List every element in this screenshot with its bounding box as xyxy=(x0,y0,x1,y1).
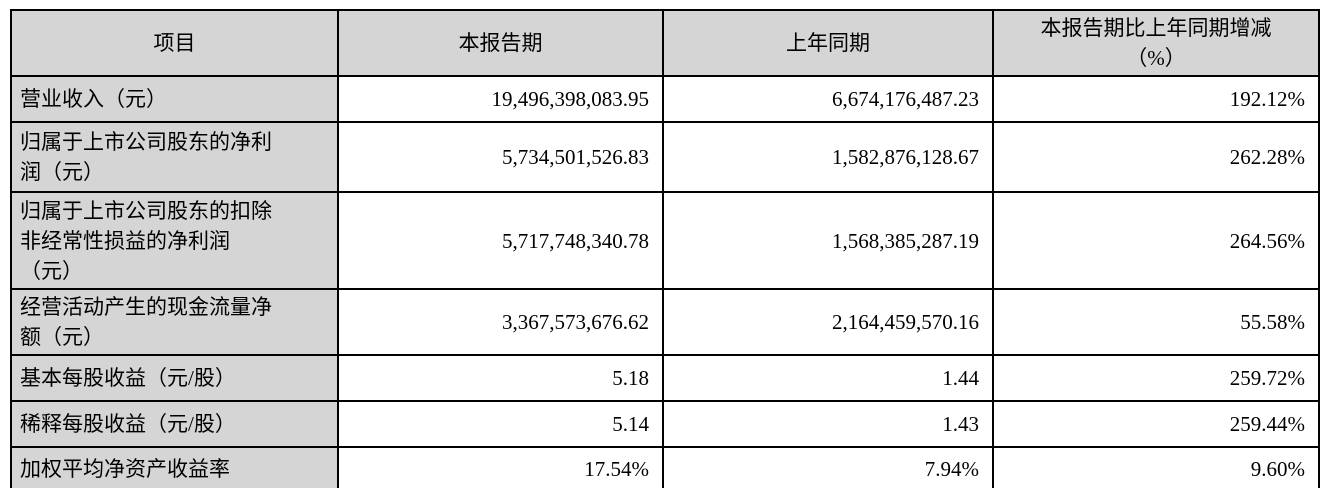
prior-period-value: 1.44 xyxy=(662,354,994,402)
row-label: 基本每股收益（元/股） xyxy=(10,354,339,402)
row-label: 归属于上市公司股东的净利 润（元） xyxy=(10,121,339,193)
current-period-value: 17.54% xyxy=(337,446,664,488)
table-row: 归属于上市公司股东的扣除 非经常性损益的净利润 （元） 5,717,748,34… xyxy=(10,191,1320,290)
change-value: 9.60% xyxy=(992,446,1320,488)
current-period-value: 3,367,573,676.62 xyxy=(337,288,664,356)
table-row: 经营活动产生的现金流量净 额（元） 3,367,573,676.62 2,164… xyxy=(10,288,1320,356)
header-change-percent: 本报告期比上年同期增减 （%） xyxy=(992,9,1320,77)
row-label: 稀释每股收益（元/股） xyxy=(10,400,339,448)
current-period-value: 5.14 xyxy=(337,400,664,448)
current-period-value: 19,496,398,083.95 xyxy=(337,75,664,123)
table-row: 加权平均净资产收益率 17.54% 7.94% 9.60% xyxy=(10,446,1320,488)
prior-period-value: 1.43 xyxy=(662,400,994,448)
change-value: 192.12% xyxy=(992,75,1320,123)
current-period-value: 5,717,748,340.78 xyxy=(337,191,664,290)
header-item: 项目 xyxy=(10,9,339,77)
change-value: 259.72% xyxy=(992,354,1320,402)
prior-period-value: 1,568,385,287.19 xyxy=(662,191,994,290)
change-value: 264.56% xyxy=(992,191,1320,290)
change-value: 55.58% xyxy=(992,288,1320,356)
prior-period-value: 2,164,459,570.16 xyxy=(662,288,994,356)
row-label: 经营活动产生的现金流量净 额（元） xyxy=(10,288,339,356)
table-row: 稀释每股收益（元/股） 5.14 1.43 259.44% xyxy=(10,400,1320,448)
financial-summary-table: 项目 本报告期 上年同期 本报告期比上年同期增减 （%） 营业收入（元） 19,… xyxy=(10,9,1320,488)
table-row: 营业收入（元） 19,496,398,083.95 6,674,176,487.… xyxy=(10,75,1320,123)
table-row: 归属于上市公司股东的净利 润（元） 5,734,501,526.83 1,582… xyxy=(10,121,1320,193)
table-row: 基本每股收益（元/股） 5.18 1.44 259.72% xyxy=(10,354,1320,402)
change-value: 259.44% xyxy=(992,400,1320,448)
current-period-value: 5.18 xyxy=(337,354,664,402)
row-label: 加权平均净资产收益率 xyxy=(10,446,339,488)
row-label: 归属于上市公司股东的扣除 非经常性损益的净利润 （元） xyxy=(10,191,339,290)
change-value: 262.28% xyxy=(992,121,1320,193)
row-label: 营业收入（元） xyxy=(10,75,339,123)
header-prior-period: 上年同期 xyxy=(662,9,994,77)
prior-period-value: 1,582,876,128.67 xyxy=(662,121,994,193)
prior-period-value: 6,674,176,487.23 xyxy=(662,75,994,123)
table-header-row: 项目 本报告期 上年同期 本报告期比上年同期增减 （%） xyxy=(10,9,1320,77)
header-current-period: 本报告期 xyxy=(337,9,664,77)
prior-period-value: 7.94% xyxy=(662,446,994,488)
current-period-value: 5,734,501,526.83 xyxy=(337,121,664,193)
